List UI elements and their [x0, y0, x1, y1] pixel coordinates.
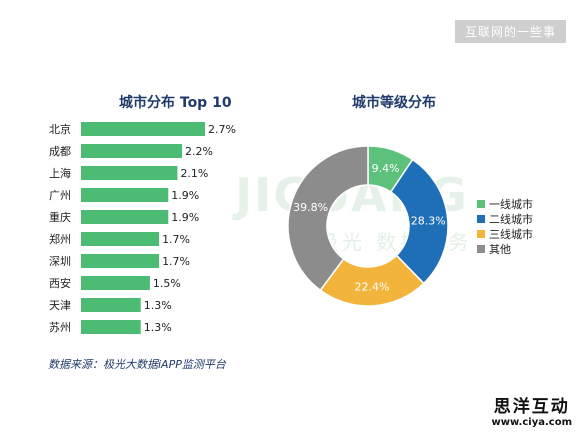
bar [81, 232, 160, 246]
bar-category-label: 西安 [49, 276, 71, 290]
corner-logo: 思洋互动 www.ciya.com [491, 392, 572, 428]
bar [81, 254, 160, 268]
bar-chart-title: 城市分布 Top 10 [119, 95, 232, 111]
donut-slice [319, 254, 425, 307]
legend-swatch [477, 230, 485, 238]
donut-slice [287, 145, 369, 292]
donut-slice-label: 9.4% [372, 162, 400, 175]
donut-chart-title: 城市等级分布 [352, 95, 436, 111]
legend-label: 一线城市 [489, 197, 533, 211]
bar-category-label: 苏州 [49, 321, 71, 334]
bar [81, 122, 205, 136]
legend-swatch [477, 200, 485, 208]
data-source-note: 数据来源：极光大数据iAPP监测平台 [48, 358, 226, 371]
bar [81, 276, 150, 290]
legend-label: 三线城市 [489, 227, 533, 241]
bar-category-label: 北京 [49, 122, 71, 136]
logo-name: 思洋互动 [493, 397, 570, 417]
bar-value-label: 1.3% [144, 299, 172, 312]
bar [81, 166, 178, 180]
donut-slice [389, 158, 449, 285]
bar-category-label: 广州 [49, 189, 71, 202]
bar-category-label: 重庆 [49, 210, 71, 224]
bar-value-label: 1.7% [162, 233, 190, 246]
bar-value-label: 2.1% [180, 167, 208, 180]
donut-slice-label: 22.4% [355, 280, 390, 293]
legend-label: 其他 [489, 243, 511, 256]
bar [81, 320, 141, 334]
bar-category-label: 天津 [49, 299, 71, 312]
bar-value-label: 1.9% [171, 189, 199, 202]
bar-category-label: 郑州 [49, 232, 71, 246]
legend-swatch [477, 245, 485, 253]
logo-url: www.ciya.com [491, 417, 572, 428]
bar [81, 188, 169, 202]
bar-value-label: 1.5% [153, 277, 181, 290]
bar-category-label: 成都 [49, 145, 71, 158]
bar-value-label: 1.3% [144, 321, 172, 334]
bar-category-label: 深圳 [49, 255, 71, 268]
donut-slice-label: 28.3% [411, 215, 446, 228]
bar-value-label: 1.9% [171, 211, 199, 224]
legend-label: 二线城市 [489, 212, 533, 226]
bar [81, 210, 169, 224]
bar [81, 298, 141, 312]
legend-swatch [477, 215, 485, 223]
top-badge: 互联网的一些事 [454, 20, 566, 43]
bar-value-label: 1.7% [162, 255, 190, 268]
donut-slice-label: 39.8% [293, 201, 328, 214]
bar-value-label: 2.2% [185, 145, 213, 158]
bar-value-label: 2.7% [208, 123, 236, 136]
bar-category-label: 上海 [49, 166, 71, 180]
bar [81, 144, 183, 158]
